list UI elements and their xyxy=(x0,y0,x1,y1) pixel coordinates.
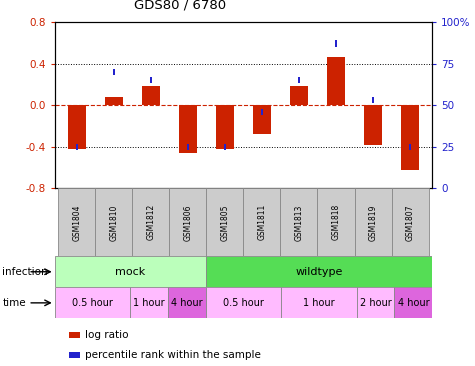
Bar xyxy=(224,144,226,150)
Bar xyxy=(113,69,115,75)
Bar xyxy=(67,105,86,149)
Text: 2 hour: 2 hour xyxy=(360,298,391,308)
Text: 4 hour: 4 hour xyxy=(398,298,429,308)
Bar xyxy=(357,287,394,318)
Bar xyxy=(298,77,300,83)
Bar xyxy=(95,188,133,256)
Text: GSM1811: GSM1811 xyxy=(257,204,266,240)
Bar xyxy=(317,188,354,256)
Bar xyxy=(207,188,244,256)
Text: infection: infection xyxy=(2,267,48,277)
Bar xyxy=(76,144,78,150)
Text: GSM1804: GSM1804 xyxy=(72,204,81,240)
Bar xyxy=(168,287,206,318)
Text: GSM1806: GSM1806 xyxy=(183,204,192,240)
Bar xyxy=(243,188,280,256)
Text: GSM1810: GSM1810 xyxy=(109,204,118,240)
Bar xyxy=(394,287,432,318)
Bar xyxy=(216,105,234,149)
Bar xyxy=(372,97,374,103)
Bar xyxy=(206,256,432,287)
Text: log ratio: log ratio xyxy=(85,330,128,340)
Text: time: time xyxy=(2,298,26,308)
Bar xyxy=(55,287,130,318)
Bar xyxy=(179,105,197,153)
Bar xyxy=(58,188,95,256)
Text: mock: mock xyxy=(115,267,145,277)
Text: GSM1805: GSM1805 xyxy=(220,204,229,240)
Bar xyxy=(280,188,317,256)
Text: percentile rank within the sample: percentile rank within the sample xyxy=(85,350,261,360)
Bar xyxy=(104,97,123,105)
Text: GSM1813: GSM1813 xyxy=(294,204,304,240)
Bar xyxy=(327,57,345,105)
Bar xyxy=(409,144,411,150)
Text: GSM1807: GSM1807 xyxy=(406,204,415,240)
Bar xyxy=(150,77,152,83)
Bar xyxy=(364,105,382,145)
Text: GDS80 / 6780: GDS80 / 6780 xyxy=(134,0,227,12)
Bar xyxy=(187,144,189,150)
Text: 1 hour: 1 hour xyxy=(133,298,165,308)
Text: GSM1818: GSM1818 xyxy=(332,204,341,240)
Bar xyxy=(354,188,391,256)
Bar xyxy=(170,188,207,256)
Bar xyxy=(281,287,357,318)
Bar xyxy=(142,86,160,105)
Text: GSM1812: GSM1812 xyxy=(146,204,155,240)
Bar xyxy=(206,287,281,318)
Text: wildtype: wildtype xyxy=(295,267,342,277)
Bar xyxy=(55,256,206,287)
Bar xyxy=(133,188,170,256)
Text: 1 hour: 1 hour xyxy=(303,298,335,308)
Text: GSM1819: GSM1819 xyxy=(369,204,378,240)
Text: 0.5 hour: 0.5 hour xyxy=(223,298,264,308)
Bar xyxy=(290,86,308,105)
Bar xyxy=(261,109,263,115)
Bar xyxy=(130,287,168,318)
Bar xyxy=(391,188,428,256)
Bar xyxy=(335,41,337,47)
Text: 0.5 hour: 0.5 hour xyxy=(72,298,113,308)
Bar xyxy=(401,105,419,170)
Text: 4 hour: 4 hour xyxy=(171,298,203,308)
Bar xyxy=(253,105,271,134)
